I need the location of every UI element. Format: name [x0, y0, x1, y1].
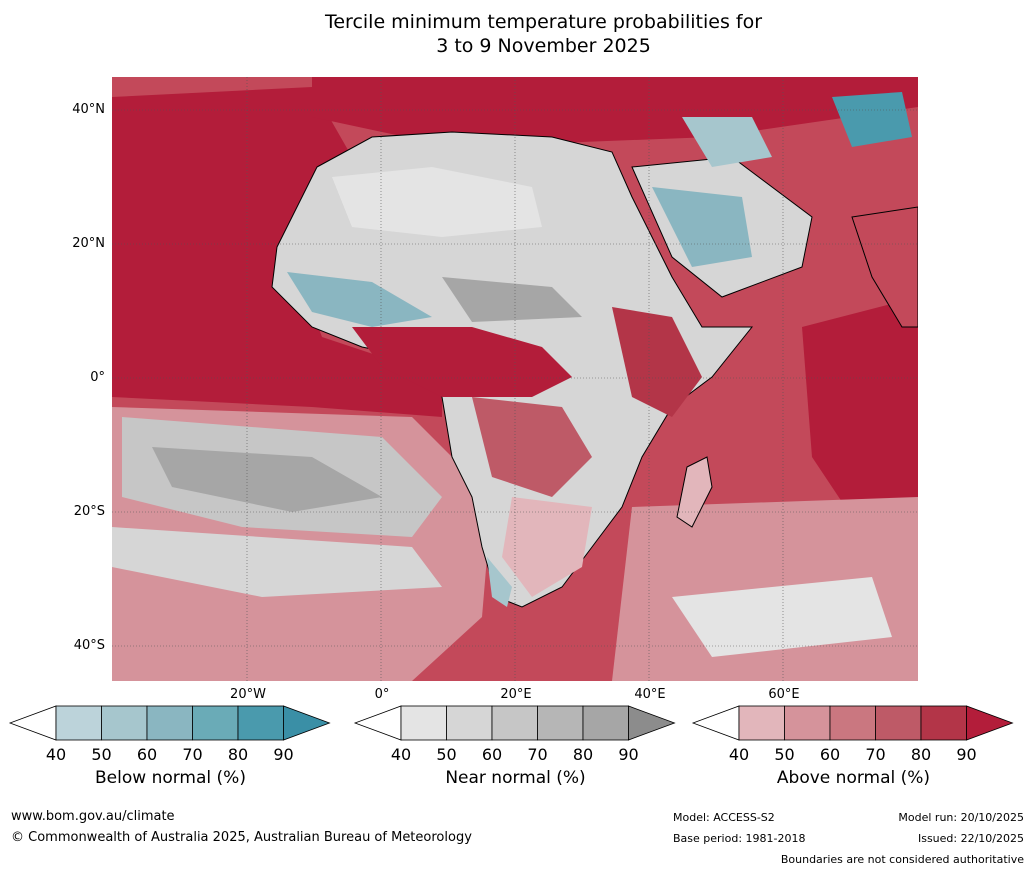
- legend-near-normal-swatch: [537, 705, 584, 741]
- sahel-darkgrey: [442, 277, 582, 322]
- legend-above-normal-swatch: [875, 705, 922, 741]
- sahara-white: [332, 167, 542, 237]
- title-line-1: Tercile minimum temperature probabilitie…: [324, 11, 763, 33]
- footer-base-period: Base period: 1981-2018: [673, 832, 806, 845]
- legend-above-normal-max-extend: [966, 705, 1014, 741]
- south-atlantic-darkgrey: [152, 447, 382, 512]
- legend-near-normal-tick: 70: [527, 745, 547, 764]
- legend-near-normal-swatch: [400, 705, 447, 741]
- legend-near-normal-min-extend: [353, 705, 402, 741]
- central-africa-red: [472, 397, 592, 497]
- map-title: Tercile minimum temperature probabilitie…: [0, 10, 1035, 58]
- legend-near-normal-max-extend: [628, 705, 676, 741]
- east-africa-red: [612, 307, 702, 417]
- legend-near-normal-tick: 50: [436, 745, 456, 764]
- legend-near-normal-title: Near normal (%): [445, 768, 586, 788]
- lon-label-40e: 40°E: [634, 687, 666, 702]
- lon-label-0: 0°: [374, 687, 390, 702]
- legend-near-normal-tick: 90: [618, 745, 638, 764]
- footer-model-run: Model run: 20/10/2025: [898, 811, 1024, 824]
- legend-below-normal-tick: 80: [228, 745, 248, 764]
- legend-above-normal-tick: 70: [865, 745, 885, 764]
- footer-copyright: © Commonwealth of Australia 2025, Austra…: [11, 830, 472, 845]
- legend-near-normal-swatch: [491, 705, 538, 741]
- legend-above-normal-swatch: [738, 705, 785, 741]
- india-land: [851, 206, 918, 328]
- lat-label-40n: 40°N: [72, 102, 105, 117]
- west-africa-below: [287, 272, 432, 327]
- legend-above-normal-tick: 40: [729, 745, 749, 764]
- legend-below-normal-swatch: [146, 705, 193, 741]
- southern-ocean-grey: [112, 527, 442, 597]
- legend-above-normal-title: Above normal (%): [776, 768, 931, 788]
- legend-below-normal-tick: 60: [137, 745, 157, 764]
- tercile-probability-map: [112, 77, 918, 681]
- south-africa-below: [487, 557, 512, 607]
- legend-below-normal-swatch: [237, 705, 284, 741]
- legend-above-normal-tick: 80: [911, 745, 931, 764]
- legend-below-normal-tick: 50: [91, 745, 111, 764]
- legend-above-normal-swatch: [920, 705, 967, 741]
- legend-above-normal-swatch: [829, 705, 876, 741]
- legend-near-normal-swatch: [582, 705, 629, 741]
- arabia-below: [652, 187, 752, 267]
- legend-below-normal-swatch: [192, 705, 239, 741]
- equatorial-red: [352, 327, 572, 397]
- legend-above-normal-tick: 60: [820, 745, 840, 764]
- legend-below-normal-min-extend: [8, 705, 57, 741]
- footer-issued: Issued: 22/10/2025: [917, 832, 1024, 845]
- legend-above-normal-tick: 90: [956, 745, 976, 764]
- legend-near-normal-swatch: [446, 705, 493, 741]
- legend-near-normal-tick: 80: [573, 745, 593, 764]
- lat-label-20s: 20°S: [73, 504, 105, 519]
- madagascar: [676, 456, 713, 528]
- title-line-2: 3 to 9 November 2025: [436, 35, 651, 57]
- legend-near-normal-tick: 60: [482, 745, 502, 764]
- legend-below-normal-max-extend: [283, 705, 331, 741]
- south-indian-white: [672, 577, 892, 657]
- legend-above-normal-tick: 50: [774, 745, 794, 764]
- lat-label-20n: 20°N: [72, 236, 105, 251]
- legend-below-normal: 40 50 60 70 80 90: [8, 705, 331, 764]
- legend-above-normal: 40 50 60 70 80 90: [691, 705, 1014, 764]
- lat-label-40s: 40°S: [73, 638, 105, 653]
- footer-url: www.bom.gov.au/climate: [11, 809, 175, 824]
- legend-above-normal-swatch: [784, 705, 831, 741]
- lon-label-20w: 20°W: [230, 687, 266, 702]
- graticule: [112, 77, 918, 681]
- southern-africa-light: [502, 497, 592, 597]
- middle-east-below: [682, 117, 772, 167]
- lon-label-20e: 20°E: [500, 687, 532, 702]
- legend-below-normal-tick: 40: [46, 745, 66, 764]
- footer-model: Model: ACCESS-S2: [673, 811, 775, 824]
- lat-label-0: 0°: [90, 370, 105, 385]
- legend-above-normal-min-extend: [691, 705, 740, 741]
- legend-near-normal-tick: 40: [391, 745, 411, 764]
- legend-below-normal-swatch: [55, 705, 102, 741]
- legend-below-normal-tick: 70: [182, 745, 202, 764]
- iran-below: [832, 92, 912, 147]
- europe-red: [312, 77, 918, 147]
- legend-below-normal-tick: 90: [273, 745, 293, 764]
- legend-below-normal-swatch: [101, 705, 148, 741]
- lon-label-60e: 60°E: [768, 687, 800, 702]
- footer-disclaimer: Boundaries are not considered authoritat…: [780, 853, 1024, 866]
- legend-below-normal-title: Below normal (%): [95, 768, 246, 788]
- legend-near-normal: 40 50 60 70 80 90: [353, 705, 676, 764]
